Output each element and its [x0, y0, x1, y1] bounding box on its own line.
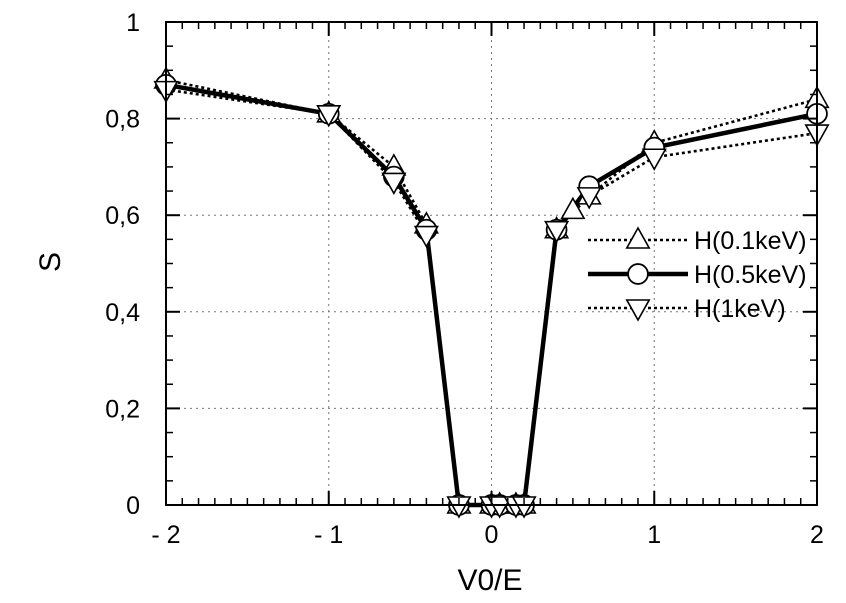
data-point: [487, 496, 513, 519]
data-point: [446, 496, 472, 519]
data-point: [511, 496, 537, 519]
legend-label: H(1keV): [694, 295, 786, 323]
data-point: [316, 104, 342, 128]
data-point: [576, 187, 602, 210]
y-tick-label: 0,4: [105, 299, 140, 327]
data-point: [544, 220, 570, 244]
legend-item-3: H(1keV): [588, 295, 786, 323]
y-tick-label: 0,6: [105, 202, 140, 230]
legend-marker: [627, 263, 649, 285]
y-tick-label: 0,2: [105, 395, 140, 423]
x-tick-label: - 2: [151, 521, 180, 549]
series-layer: [153, 66, 830, 519]
x-axis-title: V0/E: [457, 564, 522, 597]
legend-marker: [625, 226, 651, 249]
legend-label: H(0.5keV): [694, 261, 807, 289]
ticks: [165, 21, 818, 506]
data-point: [381, 172, 407, 196]
y-tick-labels: 0 0,2 0,4 0,6 0,8 1: [105, 9, 140, 520]
y-axis-title: S: [34, 252, 67, 272]
legend-item-2: H(0.5keV): [588, 261, 807, 289]
legend-label: H(0.1keV): [694, 227, 807, 255]
y-tick-label: 0: [126, 492, 140, 520]
y-tick-label: 1: [126, 9, 140, 37]
data-point: [413, 225, 439, 249]
x-tick-label: 0: [485, 521, 499, 549]
x-tick-label: - 1: [314, 521, 343, 549]
grid: [166, 22, 817, 505]
x-tick-labels: - 2 - 1 0 1 2: [151, 521, 824, 549]
x-tick-label: 2: [810, 521, 824, 549]
legend-marker: [625, 299, 651, 322]
legend: H(0.1keV) H(0.5keV) H(1keV): [588, 226, 807, 323]
legend-item-1: H(0.1keV): [588, 226, 807, 255]
data-point: [641, 148, 667, 171]
x-tick-label: 1: [647, 521, 661, 549]
y-tick-label: 0,8: [105, 106, 140, 134]
series-markers-3: [153, 80, 830, 519]
data-point: [560, 196, 586, 220]
